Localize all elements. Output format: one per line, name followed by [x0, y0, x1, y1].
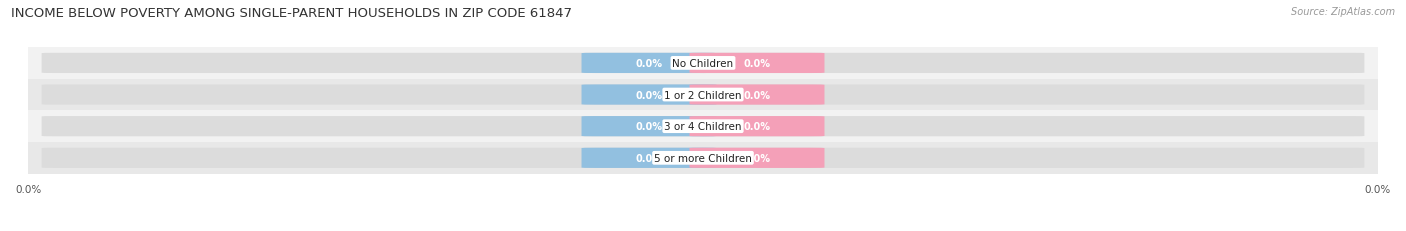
FancyBboxPatch shape: [689, 54, 824, 74]
FancyBboxPatch shape: [689, 117, 824, 137]
FancyBboxPatch shape: [582, 85, 717, 105]
FancyBboxPatch shape: [689, 148, 824, 168]
FancyBboxPatch shape: [582, 148, 717, 168]
FancyBboxPatch shape: [28, 111, 1378, 142]
FancyBboxPatch shape: [42, 148, 1364, 168]
FancyBboxPatch shape: [28, 142, 1378, 174]
FancyBboxPatch shape: [42, 54, 1364, 74]
Text: 0.0%: 0.0%: [744, 122, 770, 132]
Text: 1 or 2 Children: 1 or 2 Children: [664, 90, 742, 100]
FancyBboxPatch shape: [28, 79, 1378, 111]
FancyBboxPatch shape: [582, 54, 717, 74]
Text: 5 or more Children: 5 or more Children: [654, 153, 752, 163]
FancyBboxPatch shape: [28, 48, 1378, 79]
FancyBboxPatch shape: [42, 85, 1364, 105]
FancyBboxPatch shape: [42, 117, 1364, 137]
Text: No Children: No Children: [672, 59, 734, 69]
Text: 0.0%: 0.0%: [636, 90, 662, 100]
Text: 0.0%: 0.0%: [744, 59, 770, 69]
Text: 0.0%: 0.0%: [744, 153, 770, 163]
FancyBboxPatch shape: [582, 117, 717, 137]
Text: 0.0%: 0.0%: [636, 122, 662, 132]
Text: INCOME BELOW POVERTY AMONG SINGLE-PARENT HOUSEHOLDS IN ZIP CODE 61847: INCOME BELOW POVERTY AMONG SINGLE-PARENT…: [11, 7, 572, 20]
Text: Source: ZipAtlas.com: Source: ZipAtlas.com: [1291, 7, 1395, 17]
Text: 0.0%: 0.0%: [744, 90, 770, 100]
FancyBboxPatch shape: [689, 85, 824, 105]
Text: 0.0%: 0.0%: [636, 153, 662, 163]
Text: 0.0%: 0.0%: [636, 59, 662, 69]
Text: 3 or 4 Children: 3 or 4 Children: [664, 122, 742, 132]
